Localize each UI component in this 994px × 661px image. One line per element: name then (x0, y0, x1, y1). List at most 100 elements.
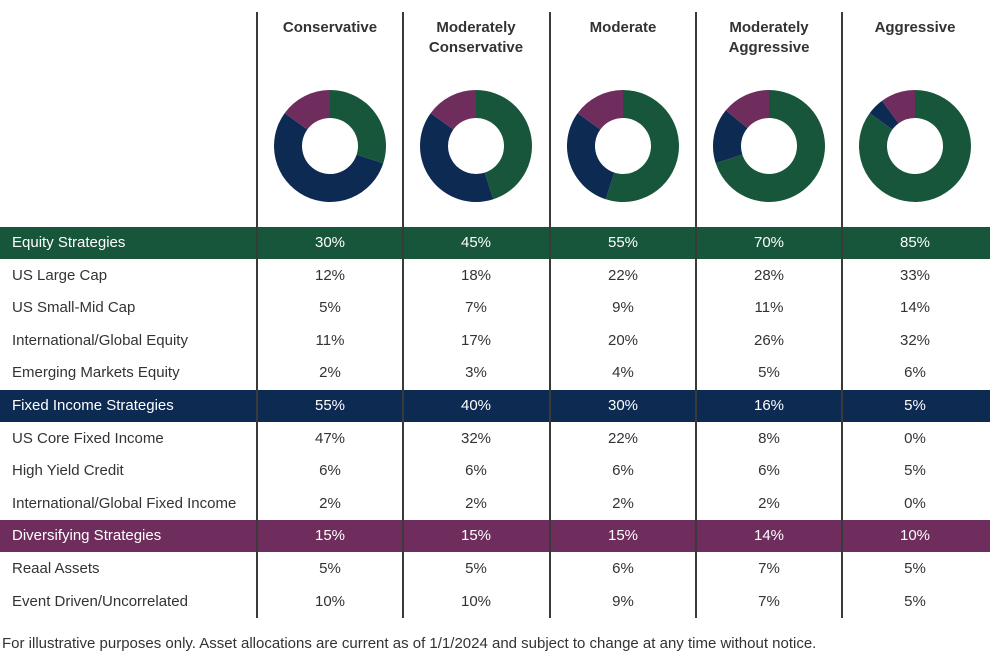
donut-chart-moderately-aggressive (713, 90, 825, 202)
table-row-reaal-assets: Reaal Assets 5% 5% 6% 7% 5% (0, 553, 990, 585)
table-cell: 4% (612, 364, 634, 382)
category-row-equity-strategies: Equity Strategies 30% 45% 55% 70% 85% (0, 227, 990, 259)
table-cell: 6% (904, 364, 926, 382)
table-row-emerging-markets-equity: Emerging Markets Equity 2% 3% 4% 5% 6% (0, 357, 990, 389)
table-cell: 11% (754, 299, 784, 317)
table-cell: 2% (758, 494, 780, 512)
table-cell: 30% (314, 234, 346, 251)
equity-slice (330, 90, 386, 164)
table-cell: 8% (758, 429, 780, 447)
column-divider (256, 12, 258, 618)
table-cell: 70% (753, 234, 785, 251)
table-cell: 15% (607, 527, 639, 545)
category-row-diversifying-strategies: Diversifying Strategies 15% 15% 15% 14% 10% (0, 520, 990, 553)
column-header-aggressive: Aggressive (874, 19, 956, 36)
table-cell: 2% (319, 494, 341, 512)
table-cell: 6% (612, 560, 634, 577)
row-label: Event Driven/Uncorrelated (12, 592, 188, 610)
table-cell: 6% (465, 462, 487, 480)
table-cell: 47% (314, 429, 346, 447)
table-cell: 32% (460, 429, 492, 447)
equity-slice (476, 90, 532, 200)
diversifying-slice (284, 90, 330, 130)
row-label: Equity Strategies (12, 234, 126, 251)
table-cell: 0% (904, 494, 926, 512)
row-label: US Core Fixed Income (12, 429, 164, 447)
table-cell: 9% (612, 592, 634, 610)
table-cell: 6% (612, 462, 634, 480)
column-divider (549, 12, 551, 618)
row-label: US Large Cap (12, 266, 108, 284)
table-cell: 5% (465, 560, 487, 577)
table-row-us-core-fixed-income: US Core Fixed Income 47% 32% 22% 8% 0% (0, 423, 990, 455)
table-cell: 26% (753, 331, 785, 349)
table-cell: 5% (904, 560, 926, 577)
fixed-income-slice (274, 113, 384, 202)
donut-chart-aggressive (859, 90, 971, 202)
table-cell: 3% (465, 364, 487, 382)
table-cell: 15% (314, 527, 346, 545)
table-cell: 9% (612, 299, 634, 317)
row-label: Fixed Income Strategies (12, 397, 174, 414)
table-cell: 6% (758, 462, 780, 480)
column-header-conservative: Conservative (282, 19, 378, 36)
donut-chart-moderately-conservative (420, 90, 532, 202)
fixed-income-slice (420, 113, 494, 202)
table-cell: 5% (904, 397, 926, 414)
table-cell: 14% (753, 527, 785, 545)
row-label: Diversifying Strategies (12, 527, 162, 545)
category-row-fixed-income-strategies: Fixed Income Strategies 55% 40% 30% 16% 5% (0, 390, 990, 422)
fixed-income-slice (713, 110, 748, 164)
column-header-moderate: Moderate (589, 19, 657, 36)
column-header-moderately-conservative: Moderately Conservative (428, 19, 524, 56)
row-label: Reaal Assets (12, 560, 100, 577)
table-cell: 2% (612, 494, 634, 512)
table-cell: 11% (315, 331, 345, 349)
diversifying-slice (577, 90, 623, 130)
table-cell: 12% (314, 266, 346, 284)
table-cell: 5% (319, 299, 341, 317)
table-cell: 2% (319, 364, 341, 382)
column-divider (695, 12, 697, 618)
table-cell: 17% (460, 331, 492, 349)
table-cell: 16% (753, 397, 785, 414)
equity-slice (715, 90, 825, 202)
donut-chart-moderate (567, 90, 679, 202)
table-cell: 10% (460, 592, 492, 610)
table-cell: 28% (753, 266, 785, 284)
table-cell: 20% (607, 331, 639, 349)
table-row-us-large-cap: US Large Cap 12% 18% 22% 28% 33% (0, 260, 990, 292)
diversifying-slice (725, 90, 769, 129)
table-row-international-global-equity: International/Global Equity 11% 17% 20% 26% 3… (0, 325, 990, 357)
fixed-income-slice (567, 113, 615, 200)
table-cell: 55% (314, 397, 346, 414)
table-cell: 5% (319, 560, 341, 577)
fixed-income-slice (869, 100, 899, 130)
table-cell: 5% (904, 462, 926, 480)
row-label: US Small-Mid Cap (12, 299, 136, 317)
table-cell: 15% (460, 527, 492, 545)
table-row-event-driven-uncorrelated: Event Driven/Uncorrelated 10% 10% 9% 7% 5% (0, 586, 990, 618)
row-label: International/Global Equity (12, 331, 188, 349)
table-cell: 10% (314, 592, 346, 610)
column-divider (841, 12, 843, 618)
row-label: High Yield Credit (12, 462, 124, 480)
column-header-moderately-aggressive: Moderately Aggressive (728, 19, 810, 56)
donut-chart-conservative (274, 90, 386, 202)
table-cell: 10% (899, 527, 931, 545)
table-cell: 5% (758, 364, 780, 382)
table-cell: 7% (758, 592, 780, 610)
table-cell: 40% (460, 397, 492, 414)
table-cell: 2% (465, 494, 487, 512)
row-label: Emerging Markets Equity (12, 364, 180, 382)
table-cell: 22% (607, 266, 639, 284)
table-row-us-small-mid-cap: US Small-Mid Cap 5% 7% 9% 11% 14% (0, 292, 990, 324)
row-label: International/Global Fixed Income (12, 494, 237, 512)
table-cell: 7% (465, 299, 487, 317)
table-cell: 18% (460, 266, 492, 284)
table-cell: 30% (607, 397, 639, 414)
table-cell: 7% (758, 560, 780, 577)
equity-slice (859, 90, 971, 202)
table-row-international-global-fixed-income: International/Global Fixed Income 2% 2% 2% 2… (0, 488, 990, 520)
